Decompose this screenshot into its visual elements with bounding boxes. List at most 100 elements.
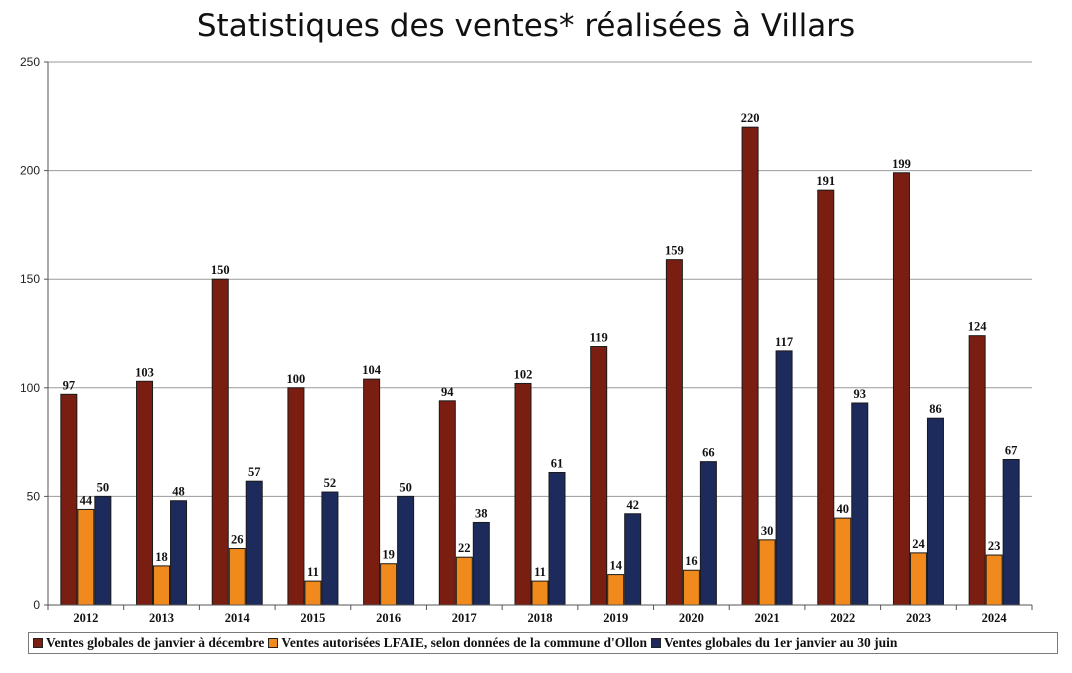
data-label: 150 [211, 263, 230, 277]
x-tick-label: 2020 [679, 611, 704, 625]
x-tick-label: 2014 [225, 611, 251, 625]
data-label: 24 [912, 537, 925, 551]
chart-plot: 97 44 50 103 18 48 150 26 57 100 11 52 104 19 50 94 22 38… [20, 55, 1033, 625]
x-tick-label: 2015 [300, 611, 325, 625]
data-label: 40 [837, 502, 850, 516]
bar [851, 402, 869, 606]
data-label: 38 [475, 506, 488, 520]
bar [665, 259, 683, 606]
data-label: 50 [97, 480, 110, 494]
data-label: 22 [458, 541, 471, 555]
legend-label: Ventes globales du 1er janvier au 30 jui… [664, 635, 898, 650]
x-tick-label: 2022 [830, 611, 855, 625]
bar [548, 472, 566, 606]
bar [909, 552, 927, 606]
x-tick-label: 2023 [906, 611, 931, 625]
bar [77, 508, 95, 606]
bar [287, 387, 305, 606]
chart-title: Statistiques des ventes* réalisées à Vil… [196, 8, 856, 44]
bar [211, 278, 229, 606]
data-label: 14 [609, 559, 622, 573]
x-tick-label: 2013 [149, 611, 174, 625]
data-label: 16 [685, 554, 698, 568]
data-label: 103 [135, 365, 154, 379]
data-label: 117 [775, 335, 793, 349]
legend-swatch [651, 638, 662, 648]
data-label: 23 [988, 539, 1001, 553]
bar [153, 565, 171, 606]
bar [1002, 458, 1020, 606]
x-tick-label: 2021 [755, 611, 780, 625]
bar [397, 495, 415, 606]
data-label: 66 [702, 446, 715, 460]
x-tick-label: 2016 [376, 611, 401, 625]
bar [228, 548, 246, 606]
gridlines [48, 61, 1032, 497]
x-tick-label: 2024 [982, 611, 1008, 625]
bar [60, 393, 78, 606]
data-label: 61 [551, 457, 564, 471]
legend-item: Ventes autorisées LFAIE, selon données d… [268, 635, 647, 651]
legend-label: Ventes globales de janvier à décembre [46, 635, 265, 650]
data-label: 50 [399, 480, 412, 494]
data-label: 104 [362, 363, 382, 377]
data-label: 86 [929, 402, 942, 416]
bar [985, 554, 1003, 606]
bar [455, 556, 473, 606]
bar [624, 513, 642, 606]
bar [514, 382, 532, 606]
y-tick-label: 0 [33, 598, 40, 612]
legend: Ventes globales de janvier à décembre Ven… [28, 632, 1058, 654]
bar [834, 517, 852, 606]
data-label: 191 [816, 174, 835, 188]
data-label: 93 [854, 387, 867, 401]
data-labels: 97 44 50 103 18 48 150 26 57 100 11 52 104 19 50 94 22 38… [63, 111, 1018, 579]
data-label: 44 [80, 493, 93, 507]
bar [775, 350, 793, 606]
legend-label: Ventes autorisées LFAIE, selon données d… [281, 635, 648, 650]
y-tick-label: 50 [27, 489, 41, 503]
bar [682, 569, 700, 606]
data-label: 124 [968, 320, 988, 334]
axes: 0 50 100 150 200 250 2012 2013 2014 2015 2016 2017 2… [20, 55, 1033, 625]
data-label: 11 [534, 565, 546, 579]
x-tick-label: 2019 [603, 611, 628, 625]
x-tick-label: 2018 [528, 611, 553, 625]
data-label: 30 [761, 524, 774, 538]
bar [531, 580, 549, 606]
bar [321, 491, 339, 606]
bar [968, 335, 986, 606]
bar [607, 574, 625, 606]
data-label: 199 [892, 157, 911, 171]
bars [60, 126, 1020, 606]
legend-swatch [33, 638, 43, 648]
y-tick-label: 200 [20, 164, 40, 178]
data-label: 159 [665, 244, 684, 258]
data-label: 119 [590, 331, 608, 345]
bar [758, 539, 776, 606]
bar [472, 521, 490, 606]
bar [817, 189, 835, 606]
data-label: 220 [741, 111, 760, 125]
data-label: 42 [626, 498, 639, 512]
legend-swatch [268, 638, 279, 648]
bar [380, 563, 398, 606]
bar [170, 500, 188, 606]
data-label: 100 [287, 372, 306, 386]
legend-item: Ventes globales du 1er janvier au 30 jui… [651, 635, 897, 651]
y-tick-label: 150 [20, 272, 40, 286]
data-label: 26 [231, 533, 244, 547]
bar [136, 380, 154, 606]
bar [926, 417, 944, 606]
data-label: 57 [248, 465, 261, 479]
bar [363, 378, 381, 606]
bar [94, 495, 112, 606]
bar [304, 580, 322, 606]
data-label: 11 [307, 565, 319, 579]
legend-item: Ventes globales de janvier à décembre [33, 635, 264, 651]
y-tick-label: 100 [20, 381, 40, 395]
data-label: 102 [514, 367, 533, 381]
data-label: 67 [1005, 443, 1018, 457]
bar [741, 126, 759, 606]
bar [699, 461, 717, 606]
